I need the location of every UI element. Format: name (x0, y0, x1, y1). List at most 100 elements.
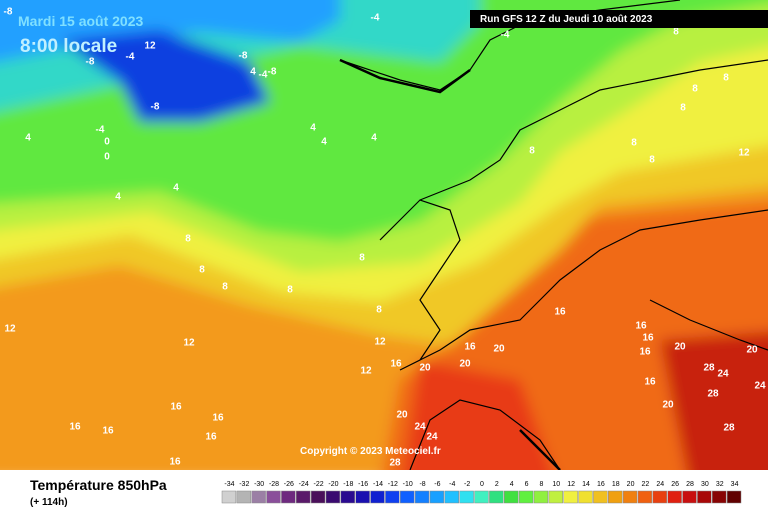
contour-label: 20 (459, 359, 471, 370)
contour-label: 4 (25, 133, 31, 144)
legend-value: -18 (343, 481, 353, 488)
legend-swatch (637, 490, 653, 504)
legend-swatch (474, 490, 489, 504)
legend-value: 20 (627, 481, 635, 488)
contour-label: -8 (151, 102, 160, 113)
legend-swatch (489, 490, 504, 504)
contour-label: 16 (554, 307, 566, 318)
contour-label: 20 (419, 363, 431, 374)
legend-swatch (518, 490, 534, 504)
contour-label: 28 (389, 458, 401, 469)
legend-swatch (385, 490, 400, 504)
contour-label: 0 (104, 137, 110, 148)
contour-label: 20 (746, 345, 758, 356)
contour-label: -8 (86, 57, 95, 68)
contour-label: 24 (426, 432, 438, 443)
legend-value: 14 (582, 481, 590, 488)
legend-value: -12 (388, 481, 398, 488)
legend-value: -14 (373, 481, 383, 488)
legend-value: -28 (269, 481, 279, 488)
legend-value: 26 (671, 481, 679, 488)
legend-value: -34 (224, 481, 234, 488)
legend-swatch (355, 490, 370, 504)
contour-label: -4 (259, 70, 268, 81)
run-box (470, 10, 768, 28)
legend-value: -24 (299, 481, 309, 488)
contour-label: 8 (723, 73, 729, 84)
legend-swatch (533, 490, 549, 504)
contour-label: 8 (649, 155, 655, 166)
legend-swatch (726, 490, 742, 504)
legend-swatch (578, 490, 593, 504)
contour-label: 8 (376, 305, 382, 316)
legend-value: -2 (464, 481, 470, 488)
contour-label: -4 (126, 52, 135, 63)
contour-label: -4 (501, 30, 510, 41)
legend-swatch (504, 490, 519, 504)
footer-lead: (+ 114h) (30, 497, 68, 508)
copyright: Copyright © 2023 Meteociel.fr (300, 446, 441, 457)
legend-value: 18 (612, 481, 620, 488)
legend-swatch (667, 490, 682, 504)
contour-label: 16 (639, 347, 651, 358)
legend-value: 16 (597, 481, 605, 488)
contour-label: 8 (287, 285, 293, 296)
legend-swatch (429, 490, 445, 504)
legend-value: 6 (525, 481, 529, 488)
legend-swatch (370, 490, 385, 504)
contour-label: 8 (185, 234, 191, 245)
legend-swatch (548, 490, 563, 504)
legend-value: 34 (731, 481, 739, 488)
legend-swatch (697, 490, 712, 504)
legend-swatch (444, 490, 459, 504)
contour-label: 4 (173, 183, 179, 194)
legend-value: 28 (686, 481, 694, 488)
contour-label: 28 (723, 423, 735, 434)
legend-value: 8 (539, 481, 543, 488)
legend-value: -22 (314, 481, 324, 488)
legend-swatch (340, 490, 355, 504)
legend-value: 4 (510, 481, 514, 488)
legend-swatch (414, 490, 430, 504)
contour-label: -8 (268, 67, 277, 78)
legend-value: -4 (449, 481, 455, 488)
contour-label: 20 (662, 400, 674, 411)
legend-swatch (682, 490, 697, 504)
legend-swatch (296, 490, 311, 504)
legend-value: -6 (434, 481, 440, 488)
temperature-field (0, 0, 768, 490)
contour-label: 20 (396, 410, 408, 421)
legend-value: 32 (716, 481, 724, 488)
contour-label: 12 (360, 366, 372, 377)
contour-label: 12 (183, 338, 195, 349)
legend-value: -16 (358, 481, 368, 488)
contour-label: 12 (144, 41, 156, 52)
legend-value: 10 (552, 481, 560, 488)
contour-label: 16 (170, 402, 182, 413)
run-info: Run GFS 12 Z du Jeudi 10 août 2023 (480, 14, 653, 25)
legend-swatch (608, 490, 623, 504)
contour-label: 4 (321, 137, 327, 148)
legend-value: 30 (701, 481, 709, 488)
contour-label: 28 (707, 389, 719, 400)
contour-label: 24 (754, 381, 766, 392)
contour-label: 8 (359, 253, 365, 264)
legend-value: -20 (328, 481, 338, 488)
contour-label: 16 (102, 426, 114, 437)
legend-value: -32 (239, 481, 249, 488)
contour-label: 8 (631, 138, 637, 149)
contour-label: 16 (169, 457, 181, 468)
legend-value: 22 (642, 481, 650, 488)
contour-label: 8 (680, 103, 686, 114)
contour-label: 0 (104, 152, 110, 163)
contour-label: 16 (642, 333, 654, 344)
contour-label: 4 (371, 133, 377, 144)
contour-label: -4 (96, 125, 105, 136)
legend-swatch (593, 490, 608, 504)
contour-label: 8 (529, 146, 535, 157)
contour-label: -4 (371, 13, 380, 24)
contour-label: 16 (644, 377, 656, 388)
legend-value: -26 (284, 481, 294, 488)
forecast-time: 8:00 locale (20, 36, 117, 57)
